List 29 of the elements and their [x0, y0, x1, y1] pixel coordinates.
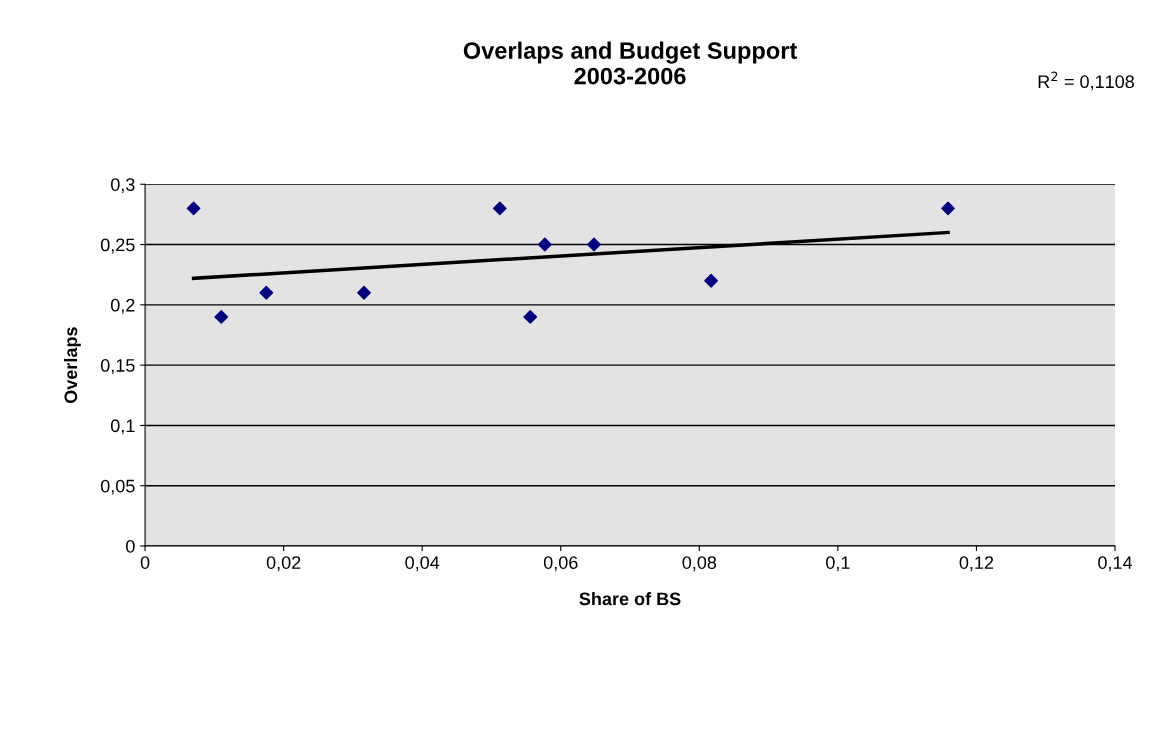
- y-axis-title: Overlaps: [63, 327, 81, 404]
- y-tick-label: 0,3: [110, 178, 135, 194]
- y-tick-label: 0,2: [110, 298, 135, 314]
- text: R$^{2}$ = 0,1108: [1038, 71, 1134, 91]
- point: [214, 309, 229, 324]
- point: [259, 285, 274, 300]
- point: [704, 273, 719, 288]
- y-tick-label: 0,1: [110, 419, 135, 435]
- y-tick-label: 0,15: [100, 359, 135, 374]
- point: [357, 285, 371, 300]
- x-tick-label: 0,02: [266, 556, 301, 572]
- x-tick-label: 0,12: [959, 556, 994, 572]
- x-tick-label: 0,04: [405, 556, 440, 572]
- point: [537, 237, 552, 252]
- x-tick-label: 0: [140, 556, 150, 570]
- point: [492, 201, 507, 216]
- y-tick-label: 0,25: [100, 238, 135, 254]
- point: [587, 237, 601, 252]
- chart-title: Overlaps and Budget Support 2003-2006: [463, 41, 798, 85]
- point: [186, 201, 201, 216]
- x-tick-label: 0,08: [682, 556, 717, 572]
- x-axis-title: Share of BS: [579, 592, 681, 606]
- point: [523, 309, 538, 324]
- x-tick-label: 0,14: [1098, 556, 1133, 572]
- x-tick-label: 0,06: [543, 556, 578, 572]
- y-tick-label: 0,05: [100, 479, 135, 495]
- point: [941, 201, 955, 216]
- y-tick-label: 0: [126, 539, 135, 553]
- x-tick-label: 0,1: [826, 556, 850, 572]
